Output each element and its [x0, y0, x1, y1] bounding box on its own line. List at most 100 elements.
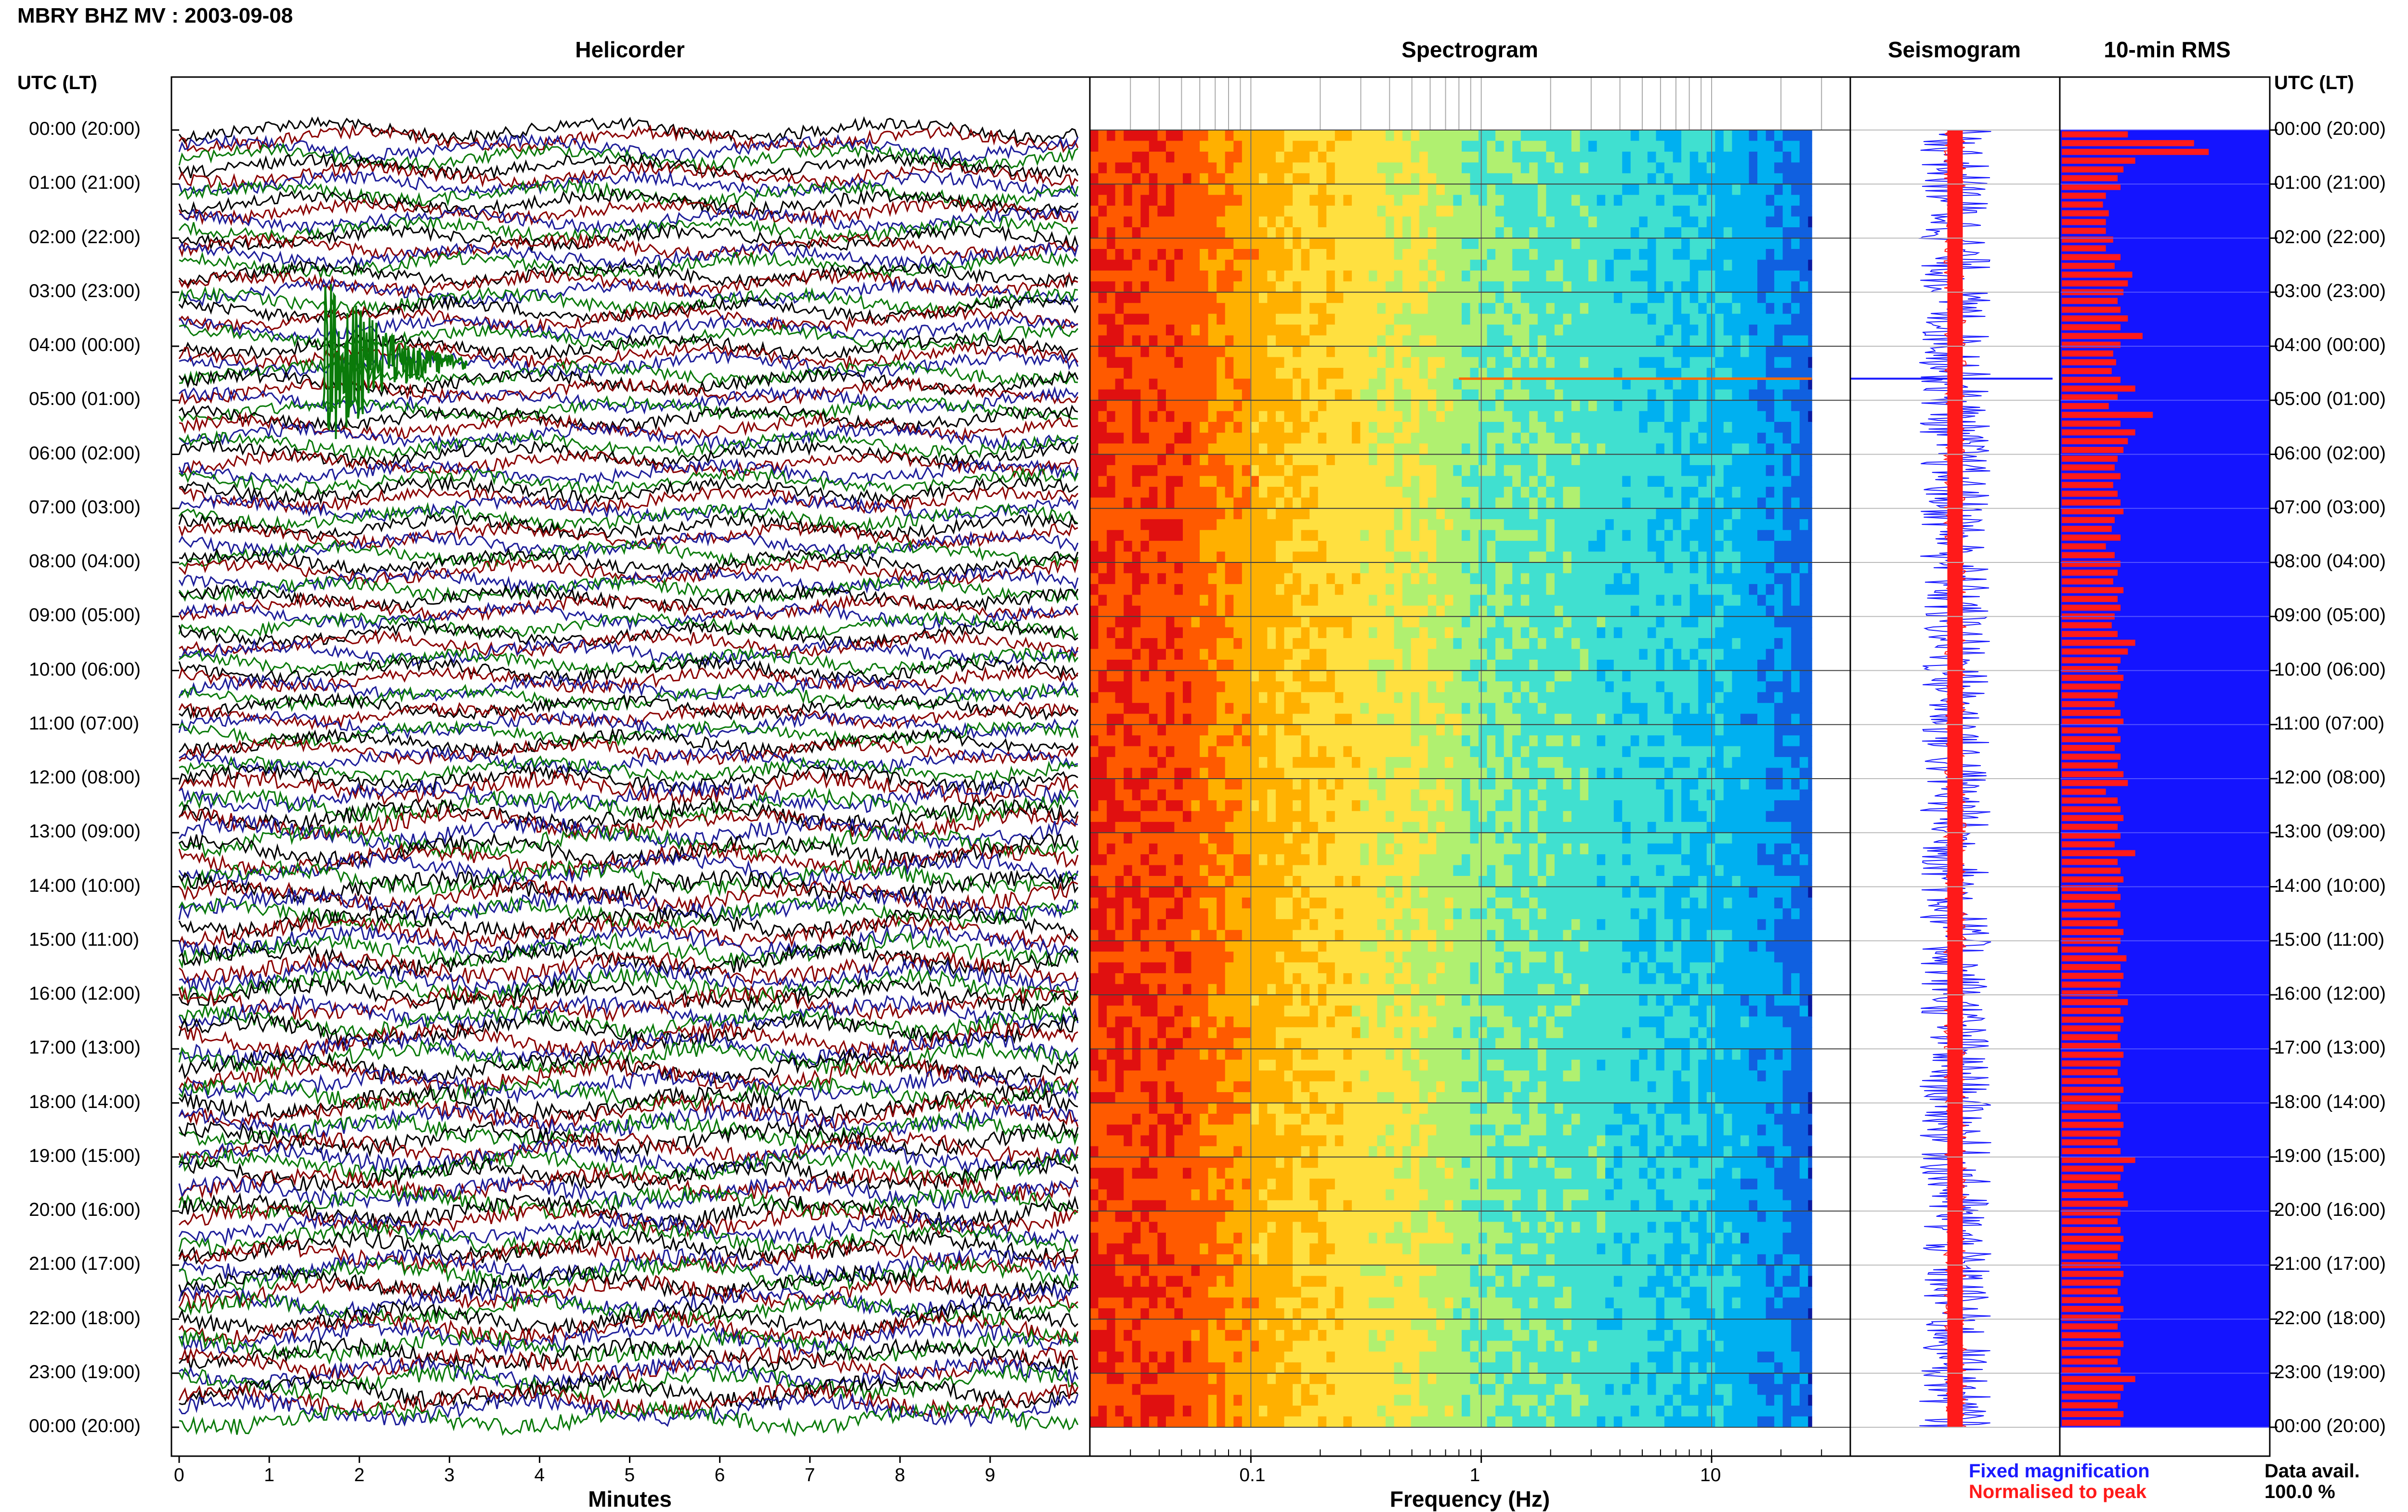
- spectrogram-cell: [1157, 411, 1166, 422]
- spectrogram-cell: [1546, 627, 1555, 639]
- spectrogram-cell: [1622, 681, 1631, 692]
- spectrogram-cell: [1352, 671, 1361, 682]
- spectrogram-cell: [1563, 206, 1572, 217]
- spectrogram-cell: [1386, 130, 1394, 141]
- spectrogram-cell: [1715, 627, 1724, 639]
- spectrogram-cell: [1546, 184, 1555, 195]
- spectrogram-cell: [1538, 627, 1546, 639]
- spectrogram-cell: [1546, 487, 1555, 498]
- spectrogram-cell: [1715, 422, 1724, 433]
- spectrogram-cell: [1132, 336, 1141, 347]
- spectrogram-cell: [1690, 325, 1699, 336]
- spectrogram-cell: [1402, 303, 1411, 314]
- spectrogram-cell: [1352, 497, 1361, 508]
- spectrogram-cell: [1335, 606, 1344, 617]
- spectrogram-cell: [1732, 292, 1741, 303]
- spectrogram-cell: [1428, 206, 1437, 217]
- spectrogram-cell: [1504, 660, 1513, 671]
- spectrogram-cell: [1377, 325, 1386, 336]
- spectrogram-cell: [1749, 692, 1758, 703]
- spectrogram-cell: [1538, 260, 1546, 271]
- spectrogram-cell: [1259, 422, 1268, 433]
- spectrogram-cell: [1419, 390, 1428, 401]
- spectrogram-cell: [1741, 714, 1749, 725]
- spectrogram-cell: [1099, 260, 1107, 271]
- spectrogram-cell: [1479, 606, 1487, 617]
- spectrogram-cell: [1690, 260, 1699, 271]
- spectrogram-cell: [1318, 649, 1327, 660]
- spectrogram-cell: [1284, 465, 1293, 476]
- spectrogram-cell: [1225, 390, 1234, 401]
- spectrogram-cell: [1090, 130, 1099, 141]
- spectrogram-cell: [1090, 292, 1099, 303]
- spectrogram-cell: [1124, 184, 1132, 195]
- spectrogram-cell: [1648, 195, 1656, 206]
- spectrogram-cell: [1411, 455, 1420, 466]
- spectrogram-cell: [1099, 573, 1107, 584]
- spectrogram-cell: [1588, 400, 1597, 411]
- spectrogram-cell: [1757, 346, 1766, 357]
- spectrogram-cell: [1757, 281, 1766, 292]
- spectrogram-cell: [1698, 606, 1707, 617]
- spectrogram-cell: [1597, 217, 1606, 228]
- spectrogram-cell: [1529, 217, 1538, 228]
- spectrogram-cell: [1301, 530, 1310, 541]
- spectrogram-cell: [1090, 184, 1099, 195]
- spectrogram-cell: [1453, 433, 1462, 444]
- spectrogram-cell: [1529, 487, 1538, 498]
- spectrogram-cell: [1800, 508, 1808, 520]
- spectrogram-cell: [1360, 476, 1369, 487]
- spectrogram-cell: [1690, 606, 1699, 617]
- spectrogram-cell: [1326, 141, 1335, 152]
- spectrogram-cell: [1107, 497, 1115, 508]
- spectrogram-cell: [1479, 336, 1487, 347]
- spectrogram-cell: [1411, 465, 1420, 476]
- spectrogram-cell: [1571, 487, 1580, 498]
- spectrogram-cell: [1766, 411, 1775, 422]
- spectrogram-cell: [1808, 346, 1812, 357]
- spectrogram-cell: [1707, 336, 1715, 347]
- spectrogram-cell: [1284, 141, 1293, 152]
- spectrogram-cell: [1394, 314, 1403, 325]
- spectrogram-cell: [1293, 649, 1301, 660]
- spectrogram-cell: [1090, 476, 1099, 487]
- spectrogram-cell: [1174, 530, 1183, 541]
- spectrogram-cell: [1631, 281, 1639, 292]
- spectrogram-cell: [1428, 130, 1437, 141]
- spectrogram-cell: [1707, 465, 1715, 476]
- spectrogram-cell: [1766, 487, 1775, 498]
- spectrogram-cell: [1099, 227, 1107, 238]
- spectrogram-cell: [1597, 530, 1606, 541]
- spectrogram-cell: [1115, 660, 1124, 671]
- spectrogram-cell: [1394, 195, 1403, 206]
- spectrogram-cell: [1783, 616, 1792, 627]
- spectrogram-cell: [1783, 443, 1792, 455]
- spectrogram-cell: [1546, 725, 1555, 736]
- spectrogram-cell: [1394, 497, 1403, 508]
- spectrogram-cell: [1538, 660, 1546, 671]
- spectrogram-cell: [1622, 238, 1631, 249]
- spectrogram-cell: [1428, 378, 1437, 390]
- spectrogram-cell: [1639, 314, 1648, 325]
- spectrogram-cell: [1200, 487, 1208, 498]
- spectrogram-cell: [1276, 497, 1284, 508]
- spectrogram-cell: [1208, 487, 1217, 498]
- spectrogram-cell: [1563, 443, 1572, 455]
- spectrogram-cell: [1673, 378, 1682, 390]
- spectrogram-cell: [1648, 162, 1656, 173]
- spectrogram-cell: [1208, 422, 1217, 433]
- spectrogram-cell: [1326, 314, 1335, 325]
- spectrogram-cell: [1301, 508, 1310, 520]
- spectrogram-cell: [1774, 562, 1783, 574]
- spectrogram-cell: [1732, 411, 1741, 422]
- spectrogram-cell: [1445, 325, 1453, 336]
- spectrogram-cell: [1233, 368, 1242, 379]
- spectrogram-cell: [1428, 390, 1437, 401]
- spectrogram-cell: [1377, 260, 1386, 271]
- spectrogram-cell: [1673, 357, 1682, 368]
- spectrogram-cell: [1099, 292, 1107, 303]
- spectrogram-cell: [1217, 411, 1225, 422]
- spectrogram-cell: [1648, 227, 1656, 238]
- spectrogram-cell: [1580, 422, 1589, 433]
- spectrogram-cell: [1183, 260, 1191, 271]
